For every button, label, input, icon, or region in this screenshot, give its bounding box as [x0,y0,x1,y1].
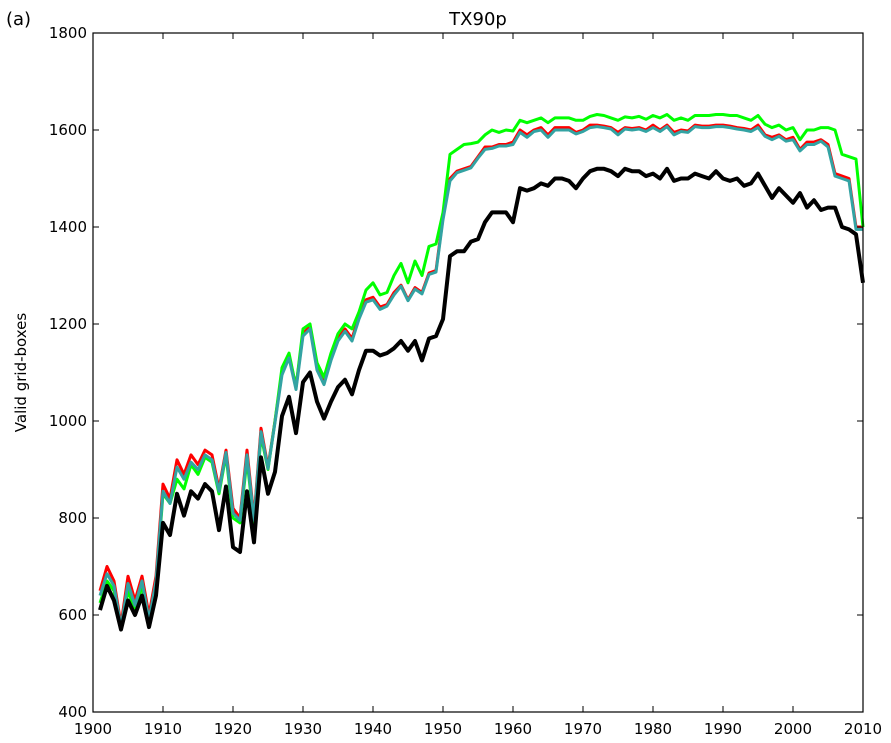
x-tick-label: 1980 [634,720,672,738]
x-tick-label: 1900 [74,720,112,738]
x-tick-label: 2010 [844,720,882,738]
x-tick-label: 2000 [774,720,812,738]
y-axis-label: Valid grid-boxes [12,313,30,433]
y-tick-label: 1800 [49,24,87,42]
x-tick-label: 1940 [354,720,392,738]
y-tick-label: 1200 [49,315,87,333]
x-tick-label: 1910 [144,720,182,738]
y-tick-label: 800 [58,509,87,527]
series-layer [98,113,865,632]
y-tick-label: 1600 [49,121,87,139]
chart-title: TX90p [448,9,507,30]
series-line-2 [98,125,863,629]
x-tick-label: 1920 [214,720,252,738]
y-tick-label: 1000 [49,412,87,430]
plot-frame [92,32,864,713]
y-tick-label: 1400 [49,218,87,236]
x-tick-label: 1990 [704,720,742,738]
x-tick-label: 1970 [564,720,602,738]
x-tick-label: 1960 [494,720,532,738]
series-line-3 [98,166,865,632]
x-tick-label: 1930 [284,720,322,738]
panel-label: (a) [6,9,31,30]
ticks-layer: 1900 1910 1920 1930 1940 1950 1960 1970 1980 1990… [49,24,882,738]
y-tick-label: 400 [58,703,87,721]
y-tick-label: 600 [58,606,87,624]
x-tick-label: 1950 [424,720,462,738]
